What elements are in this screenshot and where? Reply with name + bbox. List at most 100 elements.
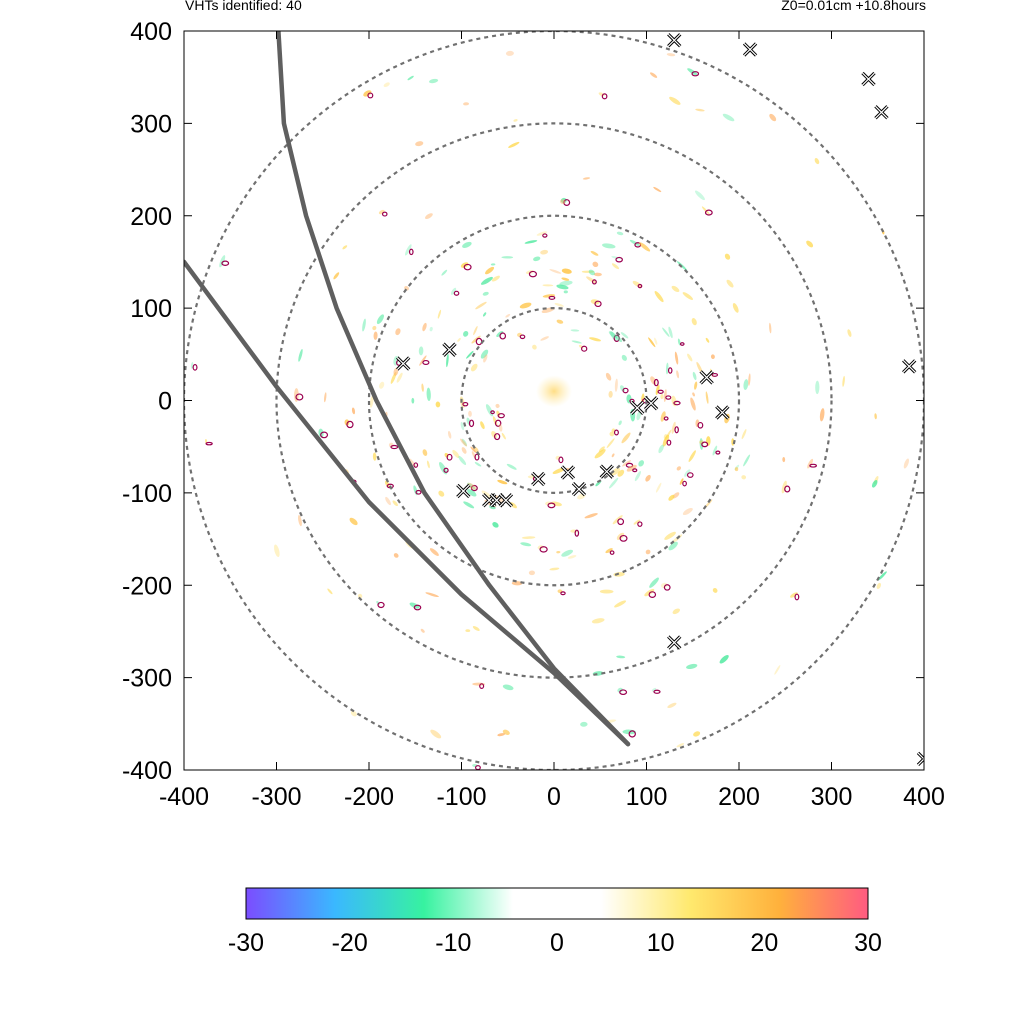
- field-speck: [669, 96, 681, 105]
- field-speck: [636, 411, 642, 421]
- y-tick-label: -300: [122, 665, 172, 693]
- vorticity-contour: [794, 593, 800, 601]
- field-speck: [671, 285, 680, 293]
- vorticity-contour: [686, 472, 694, 478]
- vorticity-contour: [615, 256, 623, 263]
- vorticity-contour: [581, 345, 588, 352]
- field-speck: [490, 263, 496, 266]
- field-speck: [654, 337, 658, 345]
- field-speck: [327, 588, 333, 595]
- field-speck: [467, 482, 477, 490]
- field-speck: [556, 319, 564, 324]
- center-warm-blob: [536, 375, 572, 408]
- field-speck: [462, 241, 472, 248]
- x-tick-label: 100: [626, 783, 668, 811]
- field-speck: [732, 303, 739, 313]
- vht-marker-core: [862, 72, 875, 86]
- field-speck: [351, 407, 356, 415]
- field-speck: [655, 482, 662, 493]
- y-tick-label: -400: [122, 757, 172, 785]
- field-speck: [470, 363, 478, 372]
- field-speck: [790, 592, 798, 598]
- field-speck: [461, 447, 467, 454]
- colorbar-tick-label: -10: [435, 929, 471, 957]
- field-speck: [557, 589, 563, 594]
- field-speck: [666, 53, 676, 57]
- vorticity-contour: [653, 689, 661, 694]
- field-speck: [871, 480, 878, 488]
- field-speck: [474, 462, 482, 467]
- vht-marker: [643, 396, 659, 411]
- field-speck: [415, 141, 424, 147]
- field-speck: [581, 270, 595, 273]
- field-speck: [653, 186, 662, 193]
- field-speck: [589, 337, 601, 342]
- colorbar-tick-label: -20: [332, 929, 368, 957]
- field-speck: [480, 421, 485, 430]
- vorticity-contour: [632, 468, 638, 473]
- field-speck: [634, 471, 641, 482]
- storm-track-line: [276, 31, 631, 747]
- field-speck: [694, 190, 705, 201]
- storm-track-line: [184, 259, 631, 747]
- vorticity-contour: [663, 416, 669, 421]
- field-speck: [622, 460, 631, 467]
- field-speck: [668, 494, 675, 501]
- vht-marker: [667, 635, 682, 650]
- field-speck: [663, 389, 667, 403]
- field-speck: [705, 337, 710, 343]
- field-speck: [660, 582, 668, 588]
- field-speck: [429, 548, 439, 556]
- vorticity-contour: [619, 689, 628, 696]
- x-tick-label: -100: [436, 783, 486, 811]
- field-speck: [498, 423, 503, 432]
- colorbar-tick-label: -30: [228, 929, 264, 957]
- y-tick-label: -100: [122, 480, 172, 508]
- field-speck: [369, 395, 374, 408]
- colorbar-tick-label: 20: [750, 929, 778, 957]
- vht-marker: [861, 71, 876, 87]
- field-speck: [483, 312, 487, 317]
- field-speck: [467, 489, 477, 497]
- field-speck: [606, 438, 615, 448]
- field-speck: [563, 290, 568, 294]
- vht-count-label: VHTs identified: 40: [185, 0, 302, 13]
- vorticity-contour: [547, 502, 556, 509]
- vht-marker-core: [644, 396, 658, 410]
- vht-marker-core: [561, 466, 575, 479]
- vorticity-contour: [682, 480, 687, 487]
- vorticity-contour: [474, 765, 481, 770]
- field-speck: [571, 340, 582, 344]
- vorticity-contour: [497, 413, 505, 419]
- vorticity-contour: [192, 363, 198, 371]
- field-speck: [684, 469, 691, 477]
- field-speck: [298, 349, 303, 362]
- field-speck: [422, 322, 427, 332]
- field-speck: [592, 261, 599, 268]
- colorbar: -30 -20 -10 0 10 20 30: [228, 887, 882, 957]
- vht-marker-core: [572, 482, 586, 496]
- run-info-label: Z0=0.01cm +10.8hours: [781, 0, 926, 13]
- field-speck: [497, 479, 508, 485]
- field-speck: [687, 353, 693, 362]
- field-speck: [649, 72, 658, 78]
- field-speck: [298, 514, 302, 527]
- vorticity-contour: [648, 591, 657, 598]
- vorticity-contour: [528, 270, 537, 278]
- field-speck: [505, 50, 514, 56]
- field-speck: [674, 351, 679, 365]
- vorticity-contour: [679, 342, 685, 346]
- field-speck: [496, 410, 501, 417]
- field-speck: [376, 314, 384, 325]
- field-speck: [424, 213, 433, 220]
- field-speck: [609, 477, 619, 489]
- field-speck: [664, 429, 672, 441]
- vorticity-contour: [697, 421, 704, 429]
- vht-marker: [571, 482, 587, 497]
- field-speck: [611, 263, 620, 270]
- field-speck: [710, 354, 715, 360]
- y-tick-label: -200: [122, 572, 172, 600]
- field-speck: [473, 325, 478, 336]
- field-speck: [511, 581, 523, 586]
